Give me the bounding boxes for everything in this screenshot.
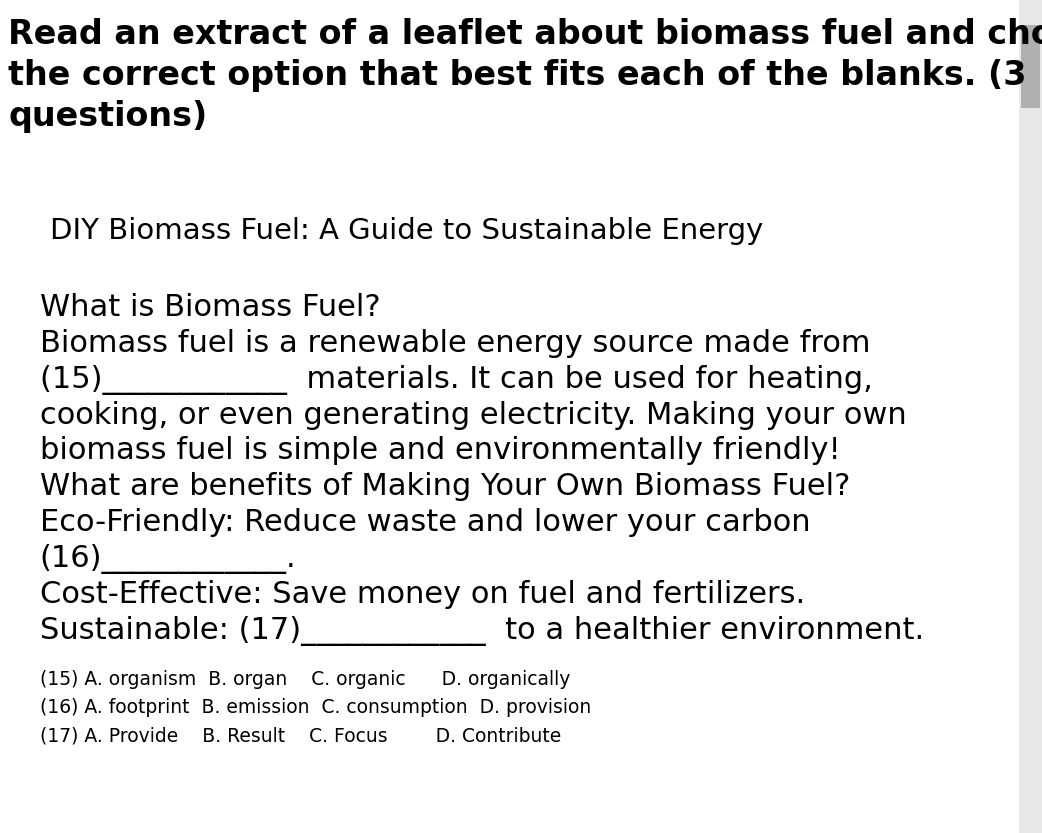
Text: (17) A. Provide    B. Result    C. Focus        D. Contribute: (17) A. Provide B. Result C. Focus D. Co… <box>40 726 561 746</box>
Text: Cost-Effective: Save money on fuel and fertilizers.: Cost-Effective: Save money on fuel and f… <box>40 580 804 609</box>
Text: biomass fuel is simple and environmentally friendly!: biomass fuel is simple and environmental… <box>40 436 840 466</box>
Text: Sustainable: (17)____________  to a healthier environment.: Sustainable: (17)____________ to a healt… <box>40 616 923 646</box>
Bar <box>1019 0 1042 833</box>
Text: (15) A. organism  B. organ    C. organic      D. organically: (15) A. organism B. organ C. organic D. … <box>40 670 570 689</box>
Text: cooking, or even generating electricity. Making your own: cooking, or even generating electricity.… <box>40 401 907 430</box>
Text: Read an extract of a leaflet about biomass fuel and choose
the correct option th: Read an extract of a leaflet about bioma… <box>8 18 1042 133</box>
Text: (15)____________  materials. It can be used for heating,: (15)____________ materials. It can be us… <box>40 365 872 395</box>
Text: Eco-Friendly: Reduce waste and lower your carbon: Eco-Friendly: Reduce waste and lower you… <box>40 508 811 537</box>
Text: (16)____________.: (16)____________. <box>40 544 296 574</box>
Text: What are benefits of Making Your Own Biomass Fuel?: What are benefits of Making Your Own Bio… <box>40 472 850 501</box>
Text: Biomass fuel is a renewable energy source made from: Biomass fuel is a renewable energy sourc… <box>40 329 870 358</box>
Bar <box>1021 25 1040 108</box>
Text: DIY Biomass Fuel: A Guide to Sustainable Energy: DIY Biomass Fuel: A Guide to Sustainable… <box>50 217 764 245</box>
Text: What is Biomass Fuel?: What is Biomass Fuel? <box>40 293 380 322</box>
Text: (16) A. footprint  B. emission  C. consumption  D. provision: (16) A. footprint B. emission C. consump… <box>40 698 591 717</box>
